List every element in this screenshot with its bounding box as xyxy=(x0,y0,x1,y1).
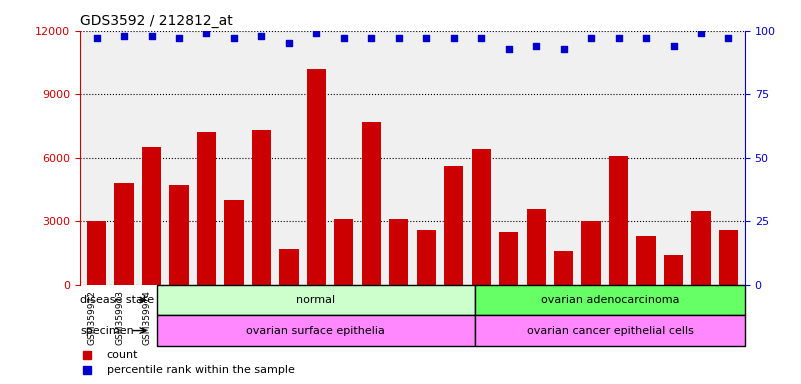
Bar xyxy=(362,122,381,285)
Bar xyxy=(582,221,601,285)
Point xyxy=(585,35,598,41)
Point xyxy=(172,35,185,41)
Bar xyxy=(197,132,216,285)
Point xyxy=(502,45,515,51)
Bar xyxy=(115,183,134,285)
Bar xyxy=(664,255,683,285)
FancyBboxPatch shape xyxy=(156,315,475,346)
Point xyxy=(557,45,570,51)
Bar xyxy=(718,230,738,285)
Point xyxy=(475,35,488,41)
Point xyxy=(392,35,405,41)
Point xyxy=(227,35,240,41)
Bar xyxy=(691,211,710,285)
Point xyxy=(118,33,131,39)
Bar xyxy=(609,156,628,285)
Bar xyxy=(142,147,161,285)
Point xyxy=(447,35,460,41)
Bar xyxy=(554,251,574,285)
Text: specimen: specimen xyxy=(80,326,134,336)
Point xyxy=(337,35,350,41)
Bar xyxy=(252,130,271,285)
Point xyxy=(722,35,735,41)
Bar xyxy=(334,219,353,285)
Bar xyxy=(526,209,545,285)
FancyBboxPatch shape xyxy=(475,315,745,346)
Point xyxy=(91,35,103,41)
Point xyxy=(529,43,542,49)
Bar xyxy=(169,185,188,285)
Point xyxy=(283,40,296,46)
Bar xyxy=(280,249,299,285)
Bar xyxy=(444,166,463,285)
Text: GDS3592 / 212812_at: GDS3592 / 212812_at xyxy=(80,14,233,28)
Bar xyxy=(472,149,491,285)
Point xyxy=(255,33,268,39)
Point xyxy=(365,35,378,41)
FancyBboxPatch shape xyxy=(475,285,745,315)
Bar xyxy=(637,236,656,285)
Text: disease state: disease state xyxy=(80,295,155,305)
Point xyxy=(667,43,680,49)
Point xyxy=(612,35,625,41)
Text: percentile rank within the sample: percentile rank within the sample xyxy=(107,365,295,375)
Text: count: count xyxy=(107,350,139,360)
Point xyxy=(200,30,213,36)
Bar xyxy=(224,200,244,285)
Text: ovarian adenocarcinoma: ovarian adenocarcinoma xyxy=(541,295,679,305)
Bar xyxy=(499,232,518,285)
Point xyxy=(420,35,433,41)
Point xyxy=(145,33,158,39)
Bar xyxy=(417,230,436,285)
Text: ovarian cancer epithelial cells: ovarian cancer epithelial cells xyxy=(526,326,694,336)
Point xyxy=(694,30,707,36)
Bar xyxy=(307,69,326,285)
FancyBboxPatch shape xyxy=(156,285,475,315)
Text: ovarian surface epithelia: ovarian surface epithelia xyxy=(247,326,385,336)
Bar xyxy=(389,219,409,285)
Point xyxy=(640,35,653,41)
Bar xyxy=(87,221,107,285)
Point xyxy=(310,30,323,36)
Text: normal: normal xyxy=(296,295,336,305)
